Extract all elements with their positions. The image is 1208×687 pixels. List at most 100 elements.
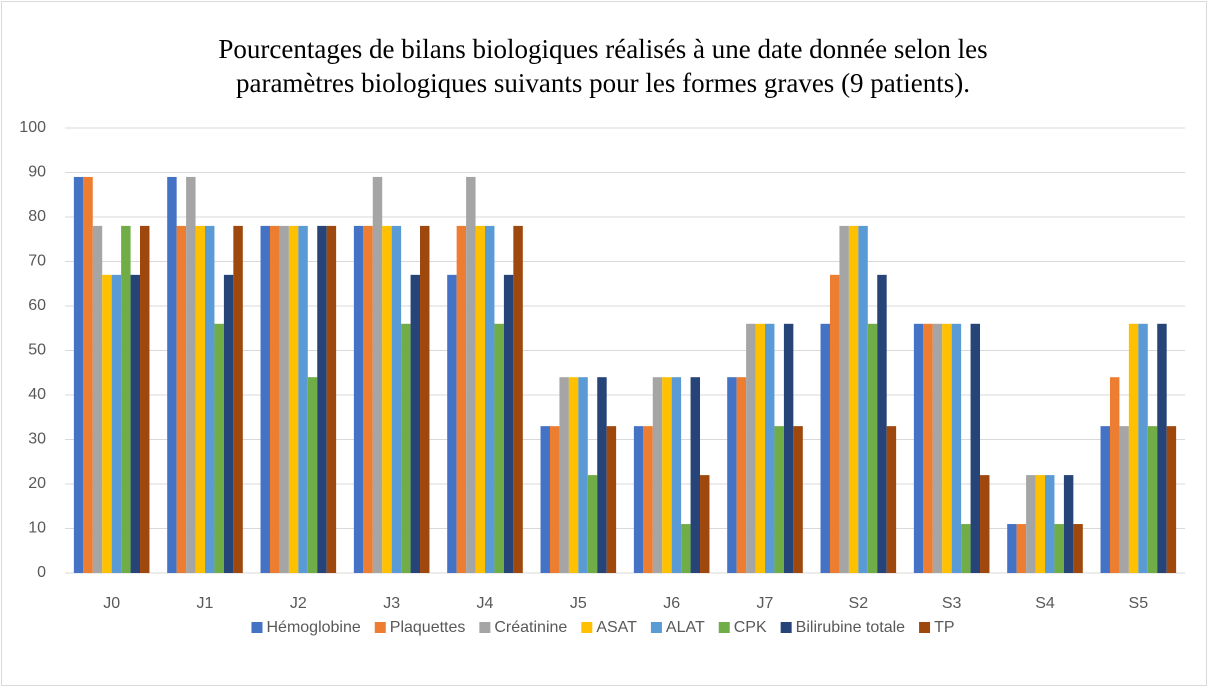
bar: [1045, 475, 1055, 573]
bar: [1073, 524, 1083, 573]
bar: [643, 426, 653, 573]
bar: [681, 524, 691, 573]
bar: [288, 225, 299, 573]
bar: [140, 225, 150, 573]
bar: [391, 225, 402, 573]
bar: [746, 323, 756, 573]
bar: [1016, 524, 1027, 573]
legend-label: CPK: [734, 619, 767, 636]
bar: [410, 274, 421, 573]
bar: [578, 377, 588, 573]
x-tick-label: S4: [1035, 595, 1055, 612]
bar: [1119, 426, 1129, 573]
bar: [755, 323, 765, 573]
y-tick-label: 70: [28, 253, 46, 270]
legend-swatch: [581, 622, 593, 633]
y-tick-label: 80: [28, 208, 46, 225]
bar: [233, 225, 243, 573]
x-tick-label: J6: [663, 595, 680, 612]
y-tick-label: 100: [19, 119, 46, 136]
y-tick-label: 60: [28, 297, 46, 314]
bar: [92, 225, 103, 573]
bar: [130, 274, 141, 573]
bar: [549, 426, 560, 573]
bar: [662, 377, 672, 573]
bar: [961, 524, 971, 573]
bar: [690, 377, 701, 573]
bar: [727, 377, 737, 573]
bar: [1157, 323, 1167, 573]
bar: [401, 323, 411, 573]
bar: [382, 225, 392, 573]
x-tick-label: J7: [757, 595, 774, 612]
bar: [886, 426, 897, 573]
bar: [1166, 426, 1177, 573]
chart-title: Pourcentages de bilans biologiques réali…: [218, 34, 987, 64]
bar: [970, 323, 981, 573]
bar: [793, 426, 803, 573]
bar: [597, 377, 607, 573]
legend-swatch: [780, 622, 792, 633]
bar: [867, 323, 878, 573]
x-tick-label: S3: [942, 595, 962, 612]
legend-swatch: [479, 622, 491, 633]
bar: [279, 225, 289, 573]
legend-label: Bilirubine totale: [796, 619, 906, 636]
bar: [858, 225, 868, 573]
bar: [456, 225, 467, 573]
legend-swatch: [718, 622, 730, 633]
bar: [848, 225, 859, 573]
x-tick-label: J1: [197, 595, 214, 612]
x-tick-label: J0: [103, 595, 120, 612]
bar: [736, 377, 747, 573]
legend-label: TP: [934, 619, 954, 636]
bar: [559, 377, 569, 573]
bar: [269, 225, 280, 573]
legend-swatch: [251, 622, 263, 633]
x-tick-label: J4: [477, 595, 494, 612]
bar: [186, 176, 196, 573]
bar: [1138, 323, 1148, 573]
bar: [1128, 323, 1139, 573]
bar: [353, 225, 364, 573]
bar: [260, 225, 270, 573]
bar: [475, 225, 485, 573]
bar: [951, 323, 962, 573]
bar: [1063, 475, 1074, 573]
bar: [317, 225, 327, 573]
bar: [1054, 524, 1064, 573]
bar: [73, 176, 84, 573]
legend-swatch: [374, 622, 386, 633]
bar: [326, 225, 337, 573]
chart-title: paramètres biologiques suivants pour les…: [236, 68, 970, 98]
bar: [1100, 426, 1110, 573]
legend-label: ASAT: [596, 619, 637, 636]
bar: [1147, 426, 1158, 573]
x-tick-label: J3: [383, 595, 400, 612]
bar: [195, 225, 205, 573]
x-tick-label: S2: [849, 595, 869, 612]
bar: [363, 225, 373, 573]
bar: [829, 274, 840, 573]
bar: [503, 274, 514, 573]
bar: [765, 323, 775, 573]
bar: [568, 377, 579, 573]
bar: [606, 426, 617, 573]
bar: [372, 176, 383, 573]
bar: [942, 323, 952, 573]
y-tick-label: 10: [28, 520, 46, 537]
bar: [420, 225, 430, 573]
bar: [1109, 377, 1120, 573]
bar: [877, 274, 887, 573]
bar: [839, 225, 849, 573]
legend-label: ALAT: [666, 619, 705, 636]
bar: [223, 274, 234, 573]
bar: [774, 426, 784, 573]
bar: [307, 377, 318, 573]
bar: [466, 176, 476, 573]
x-tick-label: J2: [290, 595, 307, 612]
bar: [923, 323, 933, 573]
legend-label: Plaquettes: [390, 619, 466, 636]
